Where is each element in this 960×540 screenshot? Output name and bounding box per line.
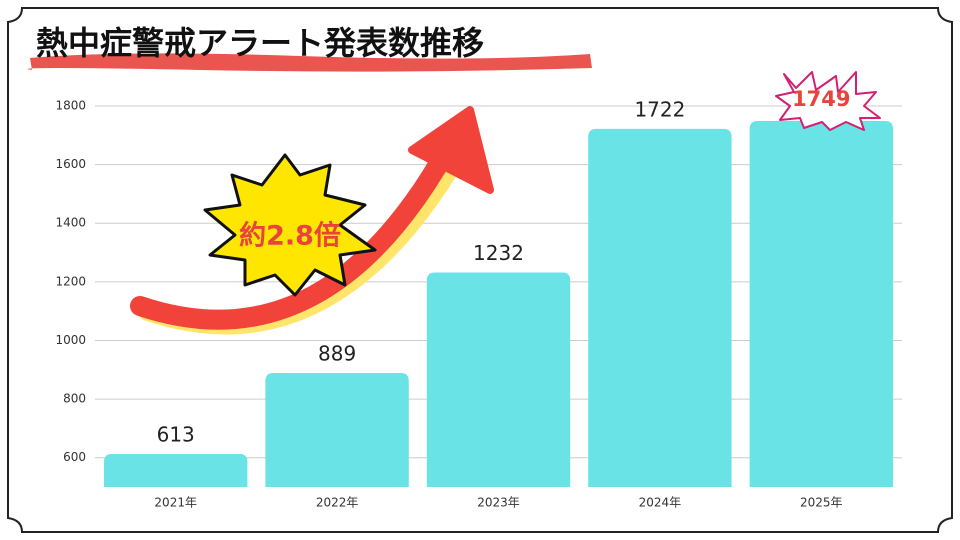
bar [265,372,409,487]
x-tick-label: 2023年 [477,496,520,510]
x-tick-label: 2021年 [154,496,197,510]
y-tick-label: 1800 [55,99,86,113]
bar [588,128,732,488]
value-label: 1232 [473,241,524,265]
bars [104,120,893,488]
x-tick-label: 2025年 [800,496,843,510]
arrow-head [408,106,494,194]
y-tick-label: 1400 [55,216,86,230]
y-tick-label: 1200 [55,274,86,288]
highlight-burst [775,71,881,131]
annotation: 約2.8倍 [239,220,341,252]
y-tick-label: 800 [63,392,86,406]
burst [203,153,377,297]
value-label: 613 [157,422,195,446]
bar [426,272,571,487]
trend-arrow [130,125,465,330]
value-label: 1749 [792,87,850,111]
chart-title: 熱中症警戒アラート発表数推移 [36,24,484,62]
bar [104,453,248,487]
bar [749,120,893,487]
y-tick-label: 1600 [55,157,86,171]
x-tick-label: 2022年 [316,496,359,510]
value-label: 889 [318,341,356,365]
y-tick-label: 600 [63,450,86,464]
title-underline [27,53,593,72]
value-label: 1722 [634,97,685,121]
y-tick-label: 1000 [55,333,86,347]
x-tick-label: 2024年 [639,496,682,510]
